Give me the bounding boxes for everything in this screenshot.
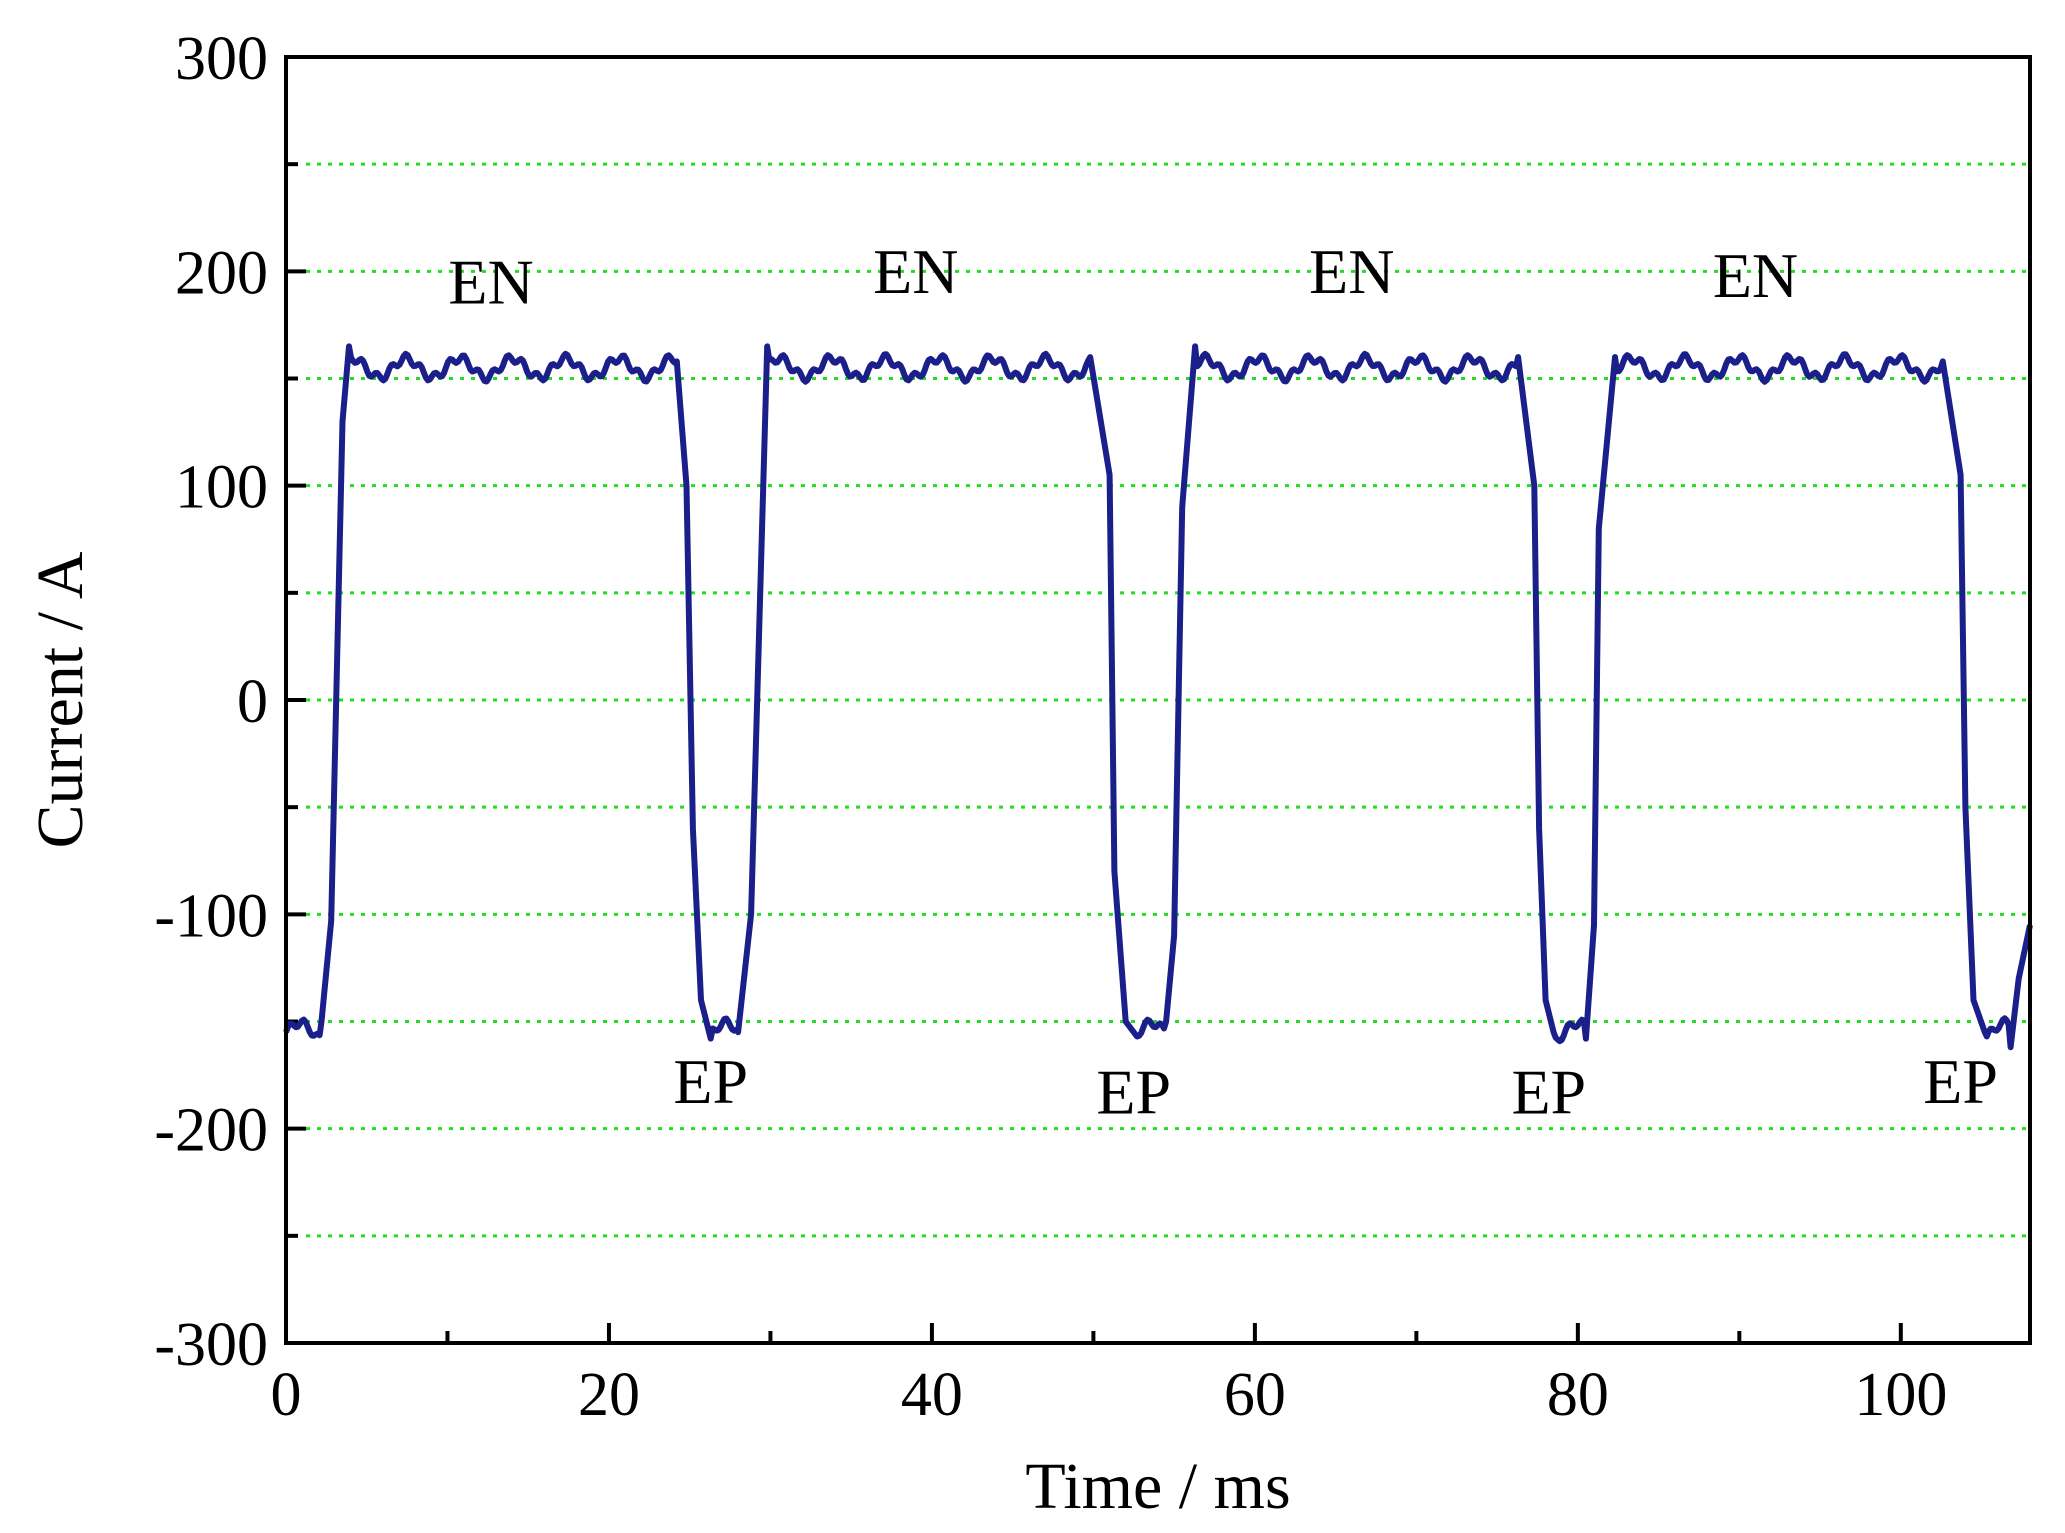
annotations: EN EN EN EN EP EP EP EP <box>448 236 1997 1128</box>
x-tick-label: 100 <box>1854 1361 1947 1429</box>
x-tick-label: 60 <box>1224 1361 1286 1429</box>
x-tick-label: 80 <box>1547 1361 1609 1429</box>
y-tick-label: -300 <box>154 1311 268 1379</box>
annotation-ep: EP <box>1923 1046 1998 1117</box>
annotation-en: EN <box>1309 236 1394 307</box>
annotation-ep: EP <box>1511 1057 1586 1128</box>
y-tick-label: 0 <box>237 668 268 736</box>
annotation-en: EN <box>1713 240 1798 311</box>
series-layer <box>283 343 2033 1051</box>
y-tick-label: 300 <box>175 25 268 93</box>
annotation-en: EN <box>873 236 958 307</box>
x-axis-title: Time / ms <box>1025 1450 1290 1523</box>
annotation-ep: EP <box>673 1046 748 1117</box>
annotation-ep: EP <box>1096 1057 1171 1128</box>
series-line-current <box>283 343 2033 1051</box>
y-tick-label: -200 <box>154 1097 268 1165</box>
y-tick-label: 100 <box>175 454 268 522</box>
y-tick-label: -100 <box>154 882 268 950</box>
annotation-en: EN <box>448 246 533 317</box>
y-tick-labels: -300 -200 -100 0 100 200 300 <box>154 25 268 1379</box>
x-tick-label: 20 <box>578 1361 640 1429</box>
x-tick-label: 0 <box>271 1361 302 1429</box>
x-tick-label: 40 <box>901 1361 963 1429</box>
y-tick-label: 200 <box>175 239 268 307</box>
y-axis-title: Current / A <box>24 551 97 848</box>
x-tick-labels: 0 20 40 60 80 100 <box>271 1361 1948 1429</box>
plot-frame <box>284 55 2032 1345</box>
